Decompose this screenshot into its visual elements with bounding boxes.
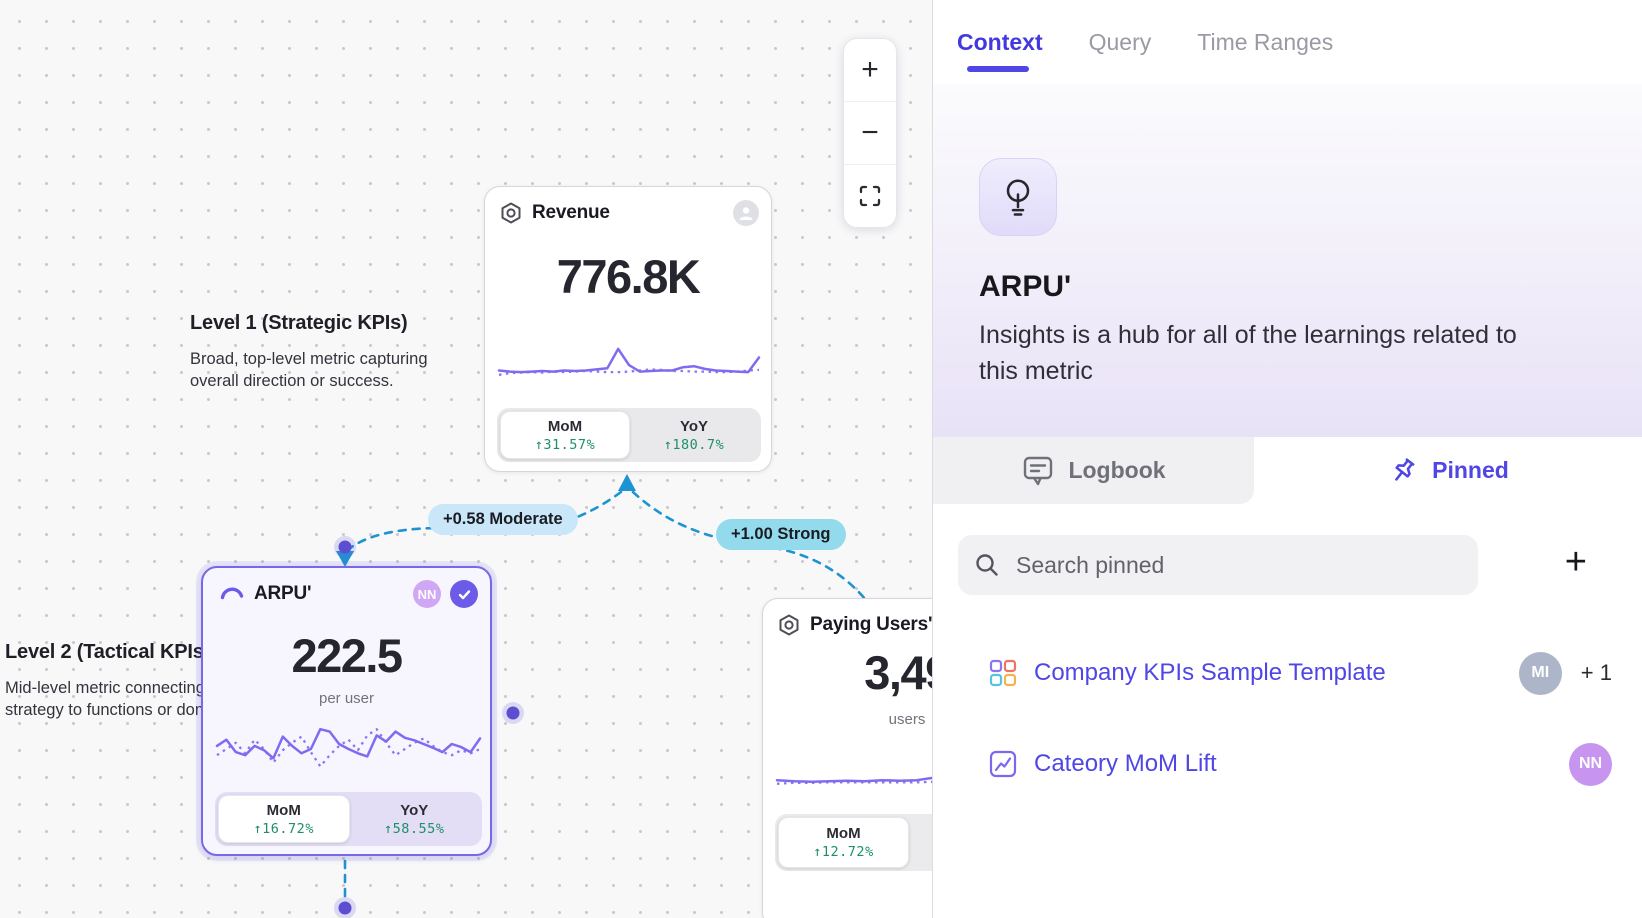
edge-label-moderate[interactable]: +0.58 Moderate bbox=[428, 504, 578, 535]
metric-hero-section: ARPU' Insights is a hub for all of the l… bbox=[933, 84, 1642, 437]
lightbulb-icon bbox=[1006, 179, 1030, 216]
level-2-annotation: Level 2 (Tactical KPIs) Mid-level metric… bbox=[5, 641, 265, 722]
template-grid-icon bbox=[989, 659, 1017, 687]
arpu-right-handle[interactable] bbox=[506, 706, 520, 720]
pin-icon bbox=[1395, 457, 1415, 481]
logbook-comment-icon bbox=[1024, 456, 1053, 485]
revenue-yoy-toggle[interactable]: YoY ↑180.7% bbox=[630, 411, 758, 459]
zoom-in-button[interactable]: + bbox=[861, 53, 879, 86]
arpu-card-header: ARPU' NN bbox=[219, 580, 478, 608]
paying-users-mom-toggle[interactable]: MoM ↑12.72% bbox=[778, 817, 909, 868]
owner-avatar-icon[interactable] bbox=[733, 200, 759, 226]
mom-label: MoM bbox=[826, 825, 861, 842]
person-icon bbox=[739, 207, 753, 220]
subtab-pinned[interactable]: Pinned bbox=[1254, 437, 1642, 504]
arpu-right-handle-halo bbox=[502, 702, 524, 724]
paying-users-card-header: Paying Users' bbox=[777, 611, 1039, 639]
search-input-container[interactable] bbox=[958, 535, 1478, 595]
metric-card-revenue[interactable]: Revenue 776.8K MoM ↑31.57% YoY ↑180.7% bbox=[484, 186, 772, 472]
chart-icon bbox=[989, 750, 1017, 778]
arrowhead-into-arpu bbox=[336, 551, 354, 567]
metric-card-arpu[interactable]: ARPU' NN 222.5 per user MoM ↑16.72% YoY bbox=[201, 566, 492, 856]
insights-icon-container bbox=[979, 158, 1057, 236]
tab-query[interactable]: Query bbox=[1088, 28, 1152, 55]
logbook-label: Logbook bbox=[1068, 457, 1166, 483]
revenue-period-toggle: MoM ↑31.57% YoY ↑180.7% bbox=[497, 408, 761, 462]
panel-subtab-bar: Logbook Pinned bbox=[933, 437, 1642, 504]
zoom-out-button[interactable]: − bbox=[844, 101, 896, 164]
revenue-card-title: Revenue bbox=[532, 202, 610, 223]
tab-context[interactable]: Context bbox=[957, 0, 1043, 84]
pinned-item-label[interactable]: Cateory MoM Lift bbox=[1034, 750, 1217, 777]
arpu-bottom-handle[interactable] bbox=[338, 901, 352, 915]
arpu-period-toggle: MoM ↑16.72% YoY ↑58.55% bbox=[215, 792, 482, 846]
avatar-nn[interactable]: NN bbox=[1569, 742, 1612, 786]
search-icon bbox=[976, 554, 998, 576]
mom-label: MoM bbox=[266, 801, 301, 819]
yoy-value: ↑180.7% bbox=[663, 436, 725, 453]
arpu-bottom-handle-halo bbox=[334, 897, 356, 918]
hexagon-metric-icon bbox=[501, 202, 521, 224]
yoy-label: YoY bbox=[400, 801, 429, 819]
arpu-value: 222.5 bbox=[291, 629, 403, 682]
paying-users-unit: users bbox=[888, 711, 926, 728]
arpu-yoy-toggle[interactable]: YoY ↑58.55% bbox=[350, 795, 480, 843]
edge-label-strong[interactable]: +1.00 Strong bbox=[716, 519, 846, 550]
extra-collaborators-count: + 1 bbox=[1580, 660, 1612, 685]
arrowhead-into-revenue bbox=[618, 474, 636, 491]
mom-value: ↑12.72% bbox=[813, 844, 874, 860]
tab-time-ranges[interactable]: Time Ranges bbox=[1197, 28, 1334, 55]
revenue-value: 776.8K bbox=[556, 250, 701, 303]
check-icon bbox=[458, 589, 470, 599]
avatar-mi[interactable]: MI bbox=[1518, 651, 1562, 695]
metric-name-heading: ARPU' bbox=[979, 270, 1072, 303]
revenue-mom-toggle[interactable]: MoM ↑31.57% bbox=[500, 411, 630, 459]
revenue-sparkline bbox=[497, 337, 761, 391]
mom-value: ↑31.57% bbox=[534, 436, 596, 453]
arc-metric-icon bbox=[220, 587, 244, 600]
metric-description: Insights is a hub for all of the learnin… bbox=[979, 321, 1517, 385]
level-2-title: Level 2 (Tactical KPIs) bbox=[5, 641, 211, 663]
panel-tab-bar: Context Query Time Ranges bbox=[933, 0, 1642, 84]
arpu-sparkline bbox=[215, 718, 482, 780]
search-pinned-input[interactable] bbox=[1016, 551, 1462, 579]
arpu-mom-toggle[interactable]: MoM ↑16.72% bbox=[218, 795, 350, 843]
revenue-card-header: Revenue bbox=[499, 199, 759, 227]
metric-detail-panel: Context Query Time Ranges ARPU' Insights… bbox=[932, 0, 1642, 918]
hexagon-metric-icon bbox=[779, 614, 799, 636]
level-1-title: Level 1 (Strategic KPIs) bbox=[190, 312, 408, 334]
level-2-description: Mid-level metric connecting strategy to … bbox=[5, 679, 244, 719]
pinned-search-row: + bbox=[958, 535, 1617, 595]
fullscreen-icon bbox=[859, 185, 881, 207]
arpu-card-title: ARPU' bbox=[254, 583, 312, 604]
fit-view-button[interactable] bbox=[844, 164, 896, 227]
add-pinned-button[interactable]: + bbox=[1564, 541, 1587, 583]
collaborator-avatar-nn[interactable]: NN bbox=[413, 580, 441, 608]
yoy-label: YoY bbox=[679, 417, 709, 435]
level-1-annotation: Level 1 (Strategic KPIs) Broad, top-leve… bbox=[190, 312, 450, 393]
mom-value: ↑16.72% bbox=[253, 820, 314, 837]
paying-users-card-title: Paying Users' bbox=[810, 614, 933, 635]
subtab-logbook[interactable]: Logbook bbox=[933, 437, 1254, 504]
pinned-item-cateory-mom-lift[interactable]: Cateory MoM Lift NN bbox=[989, 738, 1612, 790]
canvas-zoom-controls: + − bbox=[843, 38, 897, 228]
yoy-value: ↑58.55% bbox=[384, 820, 445, 837]
arpu-top-handle[interactable] bbox=[338, 540, 352, 554]
verified-badge-icon bbox=[450, 580, 478, 608]
pinned-label: Pinned bbox=[1432, 457, 1509, 483]
arpu-unit: per user bbox=[318, 690, 375, 707]
pinned-item-label[interactable]: Company KPIs Sample Template bbox=[1034, 659, 1386, 686]
arpu-top-handle-halo bbox=[334, 536, 356, 558]
pinned-item-company-kpis[interactable]: Company KPIs Sample Template MI + 1 bbox=[989, 647, 1612, 699]
mom-label: MoM bbox=[547, 417, 583, 435]
level-1-description: Broad, top-level metric capturing overal… bbox=[190, 350, 428, 390]
